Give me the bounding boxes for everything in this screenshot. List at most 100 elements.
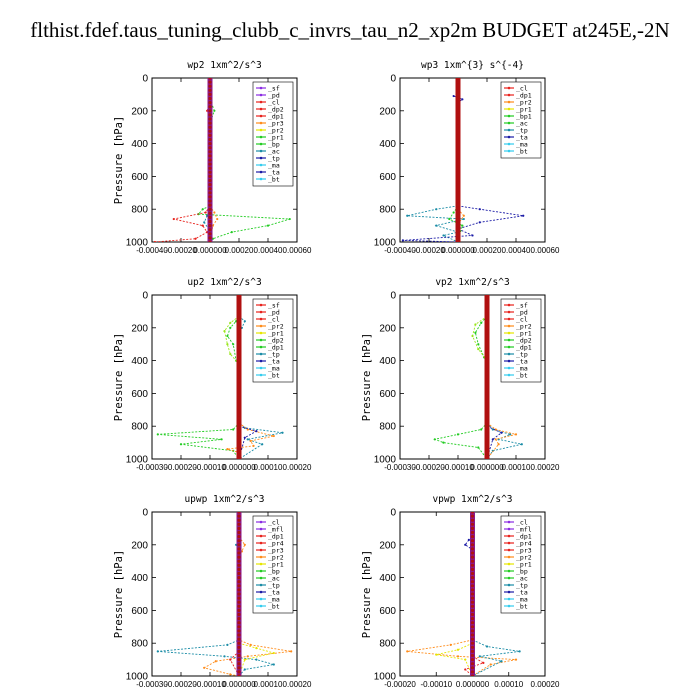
series-point xyxy=(237,367,241,371)
series-point xyxy=(237,592,241,596)
series-point xyxy=(456,154,460,158)
series-point xyxy=(461,224,464,227)
series-point xyxy=(208,203,212,207)
series-point xyxy=(470,559,475,563)
legend-marker xyxy=(259,604,263,608)
series-point xyxy=(470,518,475,522)
legend-label: _ac xyxy=(268,147,280,155)
series-point xyxy=(456,228,460,232)
series-point xyxy=(208,84,212,88)
series-point xyxy=(237,322,241,326)
x-tick-label: 0.00060 xyxy=(283,246,312,255)
series-point xyxy=(452,211,455,214)
series-point xyxy=(461,98,464,101)
x-tick-label: 0.000000 xyxy=(222,680,256,689)
series-point xyxy=(482,661,485,664)
y-tick-label: 600 xyxy=(131,172,148,183)
legend-label: _dp2 xyxy=(516,336,532,344)
series-point xyxy=(485,338,489,342)
legend-label: _pr3 xyxy=(516,546,532,554)
series-point xyxy=(485,367,489,371)
legend-label: _pd xyxy=(268,91,280,99)
series-point xyxy=(208,207,212,211)
series-point xyxy=(462,214,465,217)
series-point xyxy=(208,199,212,203)
legend-marker xyxy=(259,352,263,356)
legend-label: _cl xyxy=(516,518,528,526)
x-tick-label: 0.000000 xyxy=(441,246,475,255)
legend-box xyxy=(252,81,294,187)
legend-marker xyxy=(259,128,263,132)
series-point xyxy=(470,670,475,674)
series-point xyxy=(485,404,489,408)
series-point xyxy=(229,673,232,676)
series-point xyxy=(456,105,460,109)
legend: _sf_pd_cl_dp2_dp1_pr3_pr2_pr1_bp_ac_tp_m… xyxy=(252,81,294,187)
x-tick-label: -0.00020 xyxy=(413,463,445,472)
legend-label: _tp xyxy=(516,350,528,358)
series-point xyxy=(435,208,438,211)
series-point xyxy=(237,338,241,342)
legend-label: _pr2 xyxy=(516,98,532,106)
legend-marker xyxy=(259,142,263,146)
series-point xyxy=(470,625,475,629)
legend-label: _ma xyxy=(268,161,280,169)
series-point xyxy=(223,655,226,658)
series-point xyxy=(485,379,489,383)
series-point xyxy=(477,446,480,449)
x-tick-label: 0.000000 xyxy=(456,680,490,689)
series-point xyxy=(456,170,460,174)
series-point xyxy=(208,178,212,183)
x-tick-label: 0.00010 xyxy=(254,463,283,472)
series-point xyxy=(485,305,489,309)
series-point xyxy=(237,408,241,412)
legend-label: _ma xyxy=(516,364,528,372)
series-point xyxy=(494,428,497,431)
y-tick-label: 600 xyxy=(379,172,396,183)
legend-label: _bt xyxy=(516,602,528,610)
legend-label: _bt xyxy=(516,371,528,379)
series-point xyxy=(470,567,475,572)
series-point xyxy=(237,412,241,416)
series-point xyxy=(252,444,255,447)
series-point xyxy=(237,375,241,379)
y-axis-label: Pressure [hPa] xyxy=(361,550,373,639)
series-point xyxy=(406,650,409,653)
legend-marker xyxy=(259,149,263,153)
y-tick-label: 800 xyxy=(379,205,396,216)
series-point xyxy=(480,428,483,431)
legend-marker xyxy=(507,534,511,538)
series-point xyxy=(470,530,475,535)
series-point xyxy=(514,658,518,661)
x-tick-label: 0.00010 xyxy=(254,680,283,689)
series-point xyxy=(456,117,460,121)
series-point xyxy=(237,596,241,600)
series-point xyxy=(456,174,460,178)
chart-title: vpwp 1xm^2/s^3 xyxy=(432,494,512,505)
series-point xyxy=(208,109,212,113)
series-point xyxy=(237,670,241,674)
series-point xyxy=(213,109,216,112)
series-point xyxy=(237,662,241,666)
series-point xyxy=(237,522,241,526)
series-point xyxy=(237,600,241,604)
series-point xyxy=(208,219,212,224)
x-tick-label: -0.00020 xyxy=(413,246,445,255)
y-tick-label: 1000 xyxy=(374,238,397,249)
series-point xyxy=(456,224,460,228)
series-point xyxy=(237,391,241,395)
series-point xyxy=(237,326,241,330)
legend-marker xyxy=(259,359,263,363)
legend-label: _pr3 xyxy=(268,546,284,554)
legend-label: _dp1 xyxy=(268,343,284,351)
series-point xyxy=(237,617,241,621)
series-point xyxy=(470,580,475,584)
series-point xyxy=(237,629,241,633)
series-point xyxy=(470,629,475,633)
series-point xyxy=(456,137,460,142)
legend-label: _cl xyxy=(268,315,280,323)
x-tick-label: -0.00030 xyxy=(136,680,168,689)
series-point xyxy=(470,571,475,576)
series-point xyxy=(237,436,241,441)
